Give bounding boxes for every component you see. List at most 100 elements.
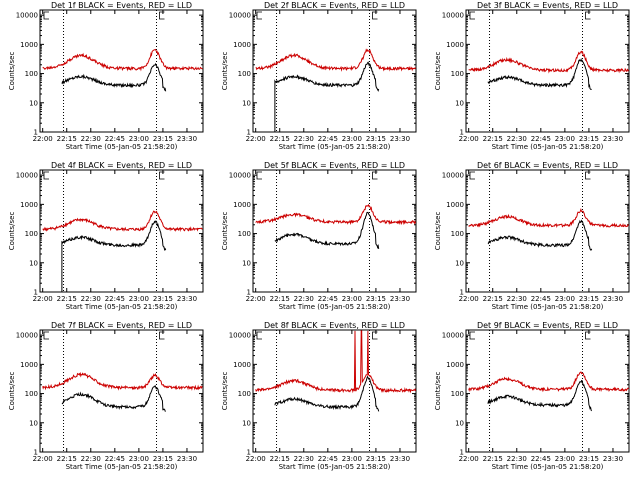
x-tick-label: 23:00 [342,295,362,303]
y-tick-label: 1 [247,129,251,137]
series-line-events [61,384,166,412]
x-tick-label: 23:30 [390,455,410,463]
y-axis-label: Counts/sec [221,372,229,411]
x-tick-label: 22:00 [33,135,53,143]
x-tick-label: 23:15 [366,135,386,143]
x-tick-label: 23:30 [390,135,410,143]
panel-1: Det 1f BLACK = Events, RED = LLD 1 10 100 10… [8,1,204,151]
x-axis-label: Start Time (05-Jan-05 21:58:20) [66,463,178,471]
x-axis-label: Start Time (05-Jan-05 21:58:20) [279,303,391,311]
y-tick-label: 100 [238,390,251,398]
y-tick-label: 1000 [20,41,38,49]
x-tick-label: 22:00 [246,455,266,463]
series-line-lld [255,330,417,394]
plot-frame [465,9,630,133]
x-tick-label: 23:00 [555,455,575,463]
x-tick-label: 22:15 [483,135,503,143]
y-tick-label: 100 [451,70,464,78]
x-tick-label: 23:30 [177,455,197,463]
x-tick-label: 23:30 [603,295,623,303]
x-tick-label: 22:45 [318,455,338,463]
y-axis-label: Counts/sec [434,212,442,251]
x-tick-label: 22:45 [531,455,551,463]
y-tick-label: 1000 [20,201,38,209]
y-tick-label: 10 [29,99,38,107]
series-line-lld [468,207,629,229]
plot-frame [252,9,417,133]
panel-8: Det 8f BLACK = Events, RED = LLD 1 10 100 10… [221,321,417,471]
y-tick-label: 10 [29,259,38,267]
y-tick-label: 1000 [233,41,251,49]
x-axis-label: Start Time (05-Jan-05 21:58:20) [66,143,178,151]
bracket-mark [469,331,475,340]
x-tick-label: 22:30 [294,455,314,463]
x-axis-label: Start Time (05-Jan-05 21:58:20) [66,303,178,311]
y-tick-label: 1000 [446,201,464,209]
x-tick-label: 23:15 [579,295,599,303]
y-tick-label: 10000 [229,332,251,340]
bracket-mark [256,11,262,20]
bracket-mark [159,331,165,340]
x-tick-label: 22:15 [57,455,77,463]
x-tick-label: 22:45 [318,135,338,143]
y-tick-label: 100 [25,390,38,398]
x-axis-label: Start Time (05-Jan-05 21:58:20) [492,143,604,151]
x-tick-label: 23:30 [603,135,623,143]
y-tick-label: 100 [238,70,251,78]
series-line-events [487,379,593,412]
y-tick-label: 1000 [233,361,251,369]
y-tick-label: 1000 [446,41,464,49]
bracket-mark [256,331,262,340]
x-tick-label: 23:15 [579,455,599,463]
bracket-mark [469,11,475,20]
x-tick-label: 22:30 [81,295,101,303]
y-tick-label: 10000 [442,172,464,180]
y-axis-label: Counts/sec [221,52,229,91]
x-tick-label: 23:30 [603,455,623,463]
plot-frame [252,329,417,453]
bracket-mark [159,171,165,180]
x-tick-label: 22:45 [105,455,125,463]
bracket-mark [585,171,591,180]
x-axis-label: Start Time (05-Jan-05 21:58:20) [279,143,391,151]
x-tick-label: 23:00 [129,455,149,463]
x-tick-label: 22:30 [81,455,101,463]
x-tick-label: 22:00 [246,295,266,303]
x-tick-label: 23:15 [153,455,173,463]
x-axis-label: Start Time (05-Jan-05 21:58:20) [279,463,391,471]
y-tick-label: 10000 [16,12,38,20]
y-tick-label: 1000 [446,361,464,369]
y-tick-label: 10000 [442,332,464,340]
panel-2: Det 2f BLACK = Events, RED = LLD 1 10 100 10… [221,1,417,151]
panel-title: Det 8f BLACK = Events, RED = LLD [264,321,405,330]
x-tick-label: 22:30 [507,135,527,143]
y-tick-label: 10 [455,99,464,107]
bracket-mark [372,11,378,20]
x-tick-label: 22:30 [507,455,527,463]
y-tick-label: 10 [242,419,251,427]
plot-frame [39,329,204,453]
y-tick-label: 1000 [20,361,38,369]
y-tick-label: 10000 [16,332,38,340]
x-tick-label: 22:00 [459,135,479,143]
y-tick-label: 1 [34,289,38,297]
y-axis-label: Counts/sec [221,212,229,251]
x-tick-label: 23:00 [342,455,362,463]
x-axis-label: Start Time (05-Jan-05 21:58:20) [492,463,604,471]
panel-9: Det 9f BLACK = Events, RED = LLD 1 10 100 10… [434,321,630,471]
y-axis-label: Counts/sec [434,372,442,411]
x-tick-label: 23:30 [177,295,197,303]
y-tick-label: 1 [247,449,251,457]
x-tick-label: 22:00 [246,135,266,143]
series-line-lld [255,48,417,72]
series-line-lld [42,371,203,391]
bracket-mark [585,11,591,20]
x-tick-label: 22:00 [33,455,53,463]
panel-title: Det 6f BLACK = Events, RED = LLD [477,161,618,170]
x-tick-label: 23:30 [390,295,410,303]
plot-frame [39,9,204,133]
y-tick-label: 1 [460,449,464,457]
y-tick-label: 100 [25,70,38,78]
series-line-events [274,61,380,132]
